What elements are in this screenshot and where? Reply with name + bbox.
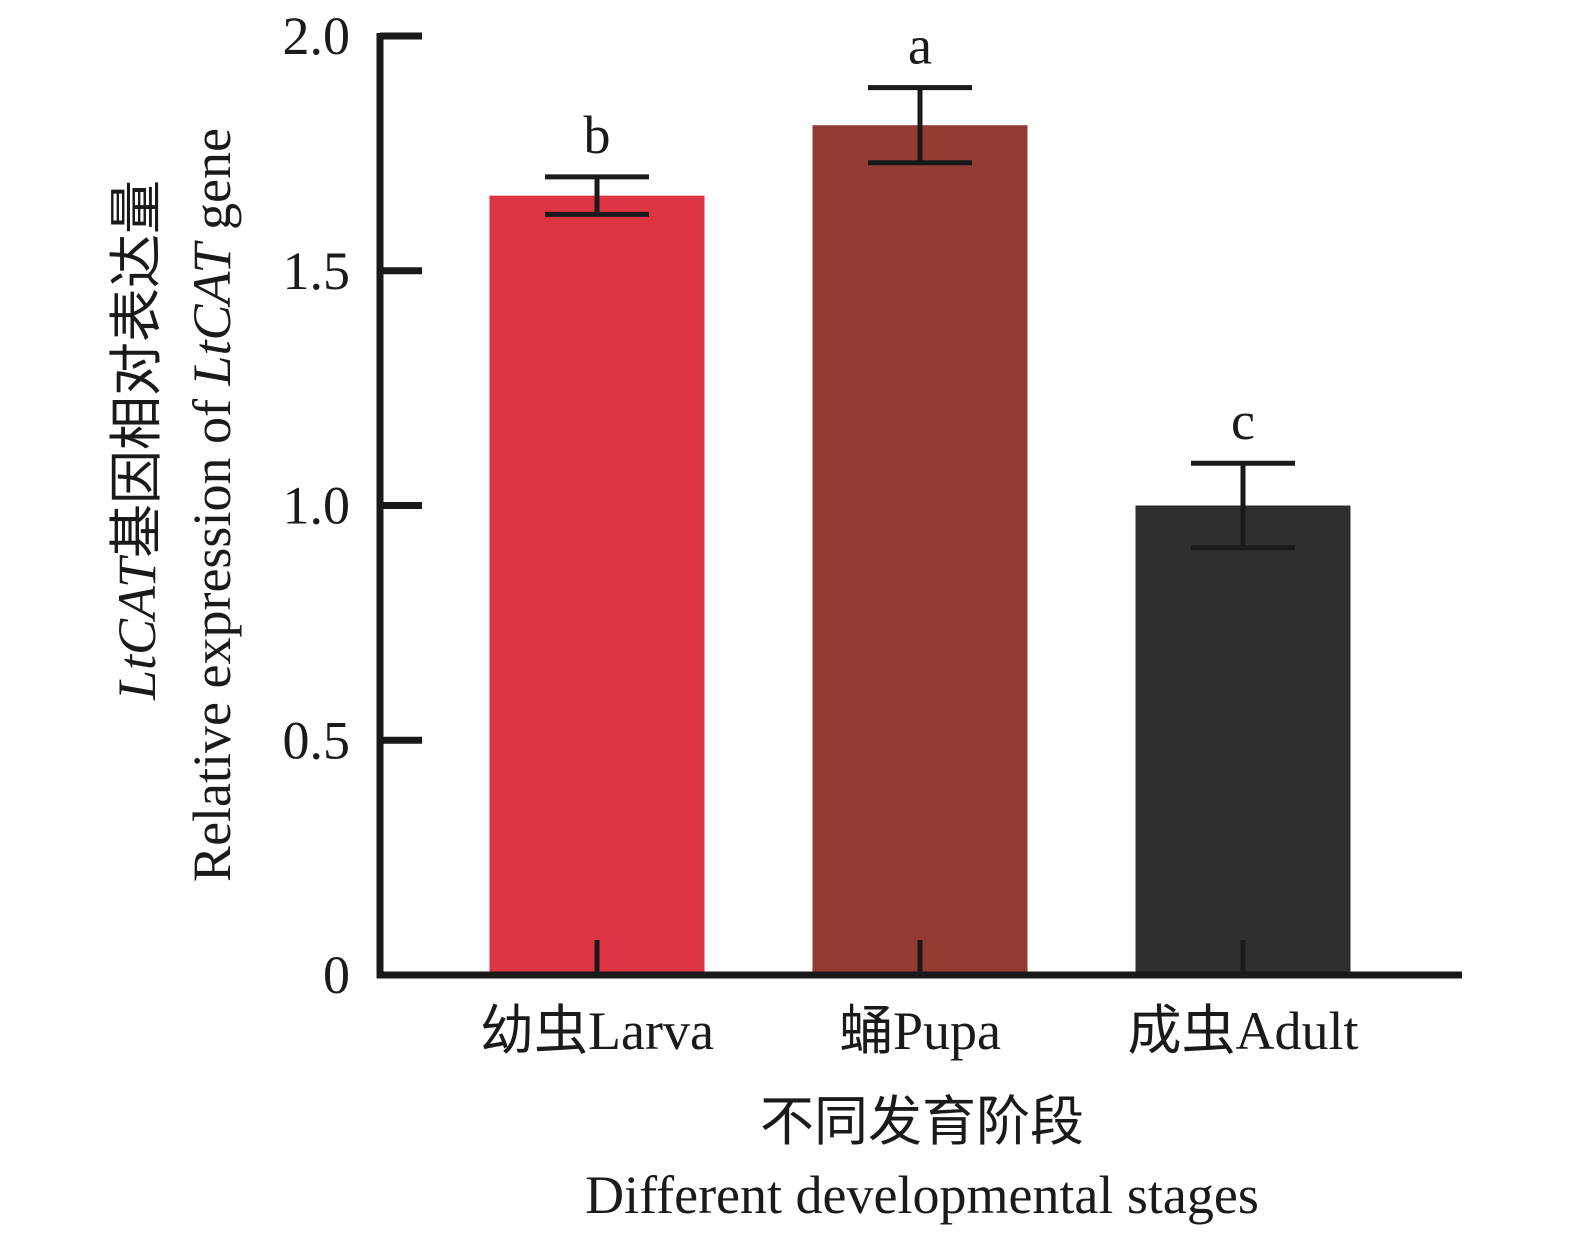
y-tick-label: 2.0 xyxy=(283,6,351,66)
y-axis-title-line2: Relative expression of LtCAT gene xyxy=(182,128,242,882)
bar-3 xyxy=(1135,505,1351,975)
significance-label-3: c xyxy=(1231,391,1255,451)
y-tick-label: 0.5 xyxy=(283,710,351,770)
y-axis-title-chinese: 基因相对表达量 xyxy=(107,180,167,558)
y-tick-label: 0 xyxy=(323,945,350,1005)
x-axis-title-line2: Different developmental stages xyxy=(585,1165,1259,1225)
error-bar-1 xyxy=(545,174,649,217)
significance-labels-group: b a c xyxy=(584,16,1255,452)
y-axis-title-en-gene-italic: LtCAT xyxy=(182,240,242,387)
error-bars-group xyxy=(545,85,1295,551)
y-axis-title-gene-italic: LtCAT xyxy=(107,554,167,701)
significance-label-1: b xyxy=(584,105,611,165)
x-category-labels-group: 幼虫Larva 蛹Pupa 成虫Adult xyxy=(480,1001,1358,1061)
y-tick-label: 1.0 xyxy=(283,476,351,536)
x-axis-title-line1: 不同发育阶段 xyxy=(760,1092,1084,1152)
bar-2 xyxy=(812,125,1028,975)
x-category-label-2: 蛹Pupa xyxy=(839,1001,1001,1061)
x-category-label-1: 幼虫Larva xyxy=(480,1001,714,1061)
y-axis-title-line1: LtCAT基因相对表达量 xyxy=(107,180,167,701)
bars-group xyxy=(489,125,1351,975)
bar-1 xyxy=(489,195,705,975)
error-bar-2 xyxy=(868,85,972,166)
y-ticks-group: 0 0.5 1.0 1.5 2.0 xyxy=(283,6,422,1005)
x-category-label-3: 成虫Adult xyxy=(1127,1001,1358,1061)
y-axis-title-en-prefix: Relative expression of xyxy=(182,386,242,882)
y-axis-title-en-suffix: gene xyxy=(182,128,242,243)
significance-label-2: a xyxy=(908,16,932,76)
error-bar-3 xyxy=(1191,460,1295,551)
x-axis-title: 不同发育阶段 Different developmental stages xyxy=(585,1092,1259,1225)
y-tick-label: 1.5 xyxy=(283,241,351,301)
